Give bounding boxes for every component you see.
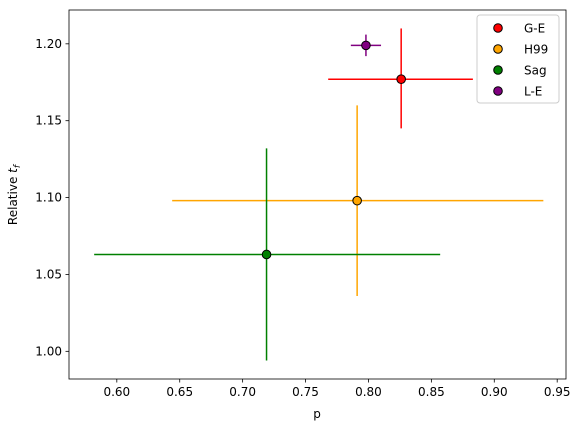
- point-l-e: [361, 40, 371, 51]
- y-axis-label: Relative tf: [6, 163, 23, 225]
- legend-label-l-e: L-E: [524, 85, 542, 99]
- y-tick-label: 1.00: [35, 344, 62, 358]
- legend-marker-h99: [493, 44, 503, 54]
- y-axis-ticks: 1.00 1.05 1.10 1.15 1.20: [35, 37, 69, 358]
- legend-label-h99: H99: [524, 43, 548, 57]
- y-axis-label-var: t: [6, 167, 20, 173]
- legend-label-sag: Sag: [524, 64, 547, 78]
- x-axis-label: p: [313, 407, 321, 421]
- legend-marker-sag: [493, 65, 503, 75]
- point-h99: [352, 195, 362, 206]
- x-tick-label: 0.75: [292, 385, 319, 399]
- x-tick-label: 0.90: [481, 385, 508, 399]
- data-points: [261, 40, 406, 260]
- x-tick-label: 0.85: [418, 385, 445, 399]
- y-tick-label: 1.20: [35, 37, 62, 51]
- y-tick-label: 1.05: [35, 267, 62, 281]
- legend-label-g-e: G-E: [524, 22, 545, 36]
- y-axis-label-text: Relative: [6, 177, 20, 225]
- y-axis-label-sub: f: [13, 163, 23, 168]
- y-tick-label: 1.15: [35, 114, 62, 128]
- point-g-e: [396, 74, 406, 84]
- x-axis-ticks: 0.60 0.65 0.70 0.75 0.80 0.85 0.90 0.95: [103, 379, 571, 399]
- y-tick-label: 1.10: [35, 191, 62, 205]
- x-tick-label: 0.70: [229, 385, 256, 399]
- x-tick-label: 0.60: [103, 385, 130, 399]
- plot-frame: [68, 9, 567, 380]
- x-tick-label: 0.80: [355, 385, 382, 399]
- x-tick-label: 0.95: [544, 385, 571, 399]
- legend-marker-g-e: [493, 23, 503, 33]
- legend: G-E H99 Sag L-E: [476, 14, 560, 104]
- point-sag: [261, 249, 272, 260]
- x-tick-label: 0.65: [166, 385, 193, 399]
- legend-box: [476, 14, 560, 104]
- legend-marker-l-e: [493, 86, 503, 96]
